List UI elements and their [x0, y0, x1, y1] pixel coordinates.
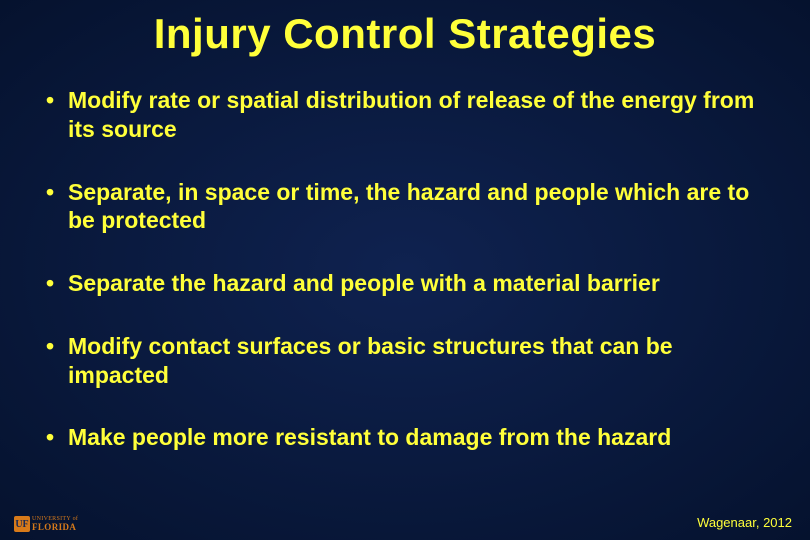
bullet-list: Modify rate or spatial distribution of r…: [40, 86, 770, 452]
logo-text: UNIVERSITY of FLORIDA: [32, 517, 78, 530]
logo-badge: UF: [14, 516, 30, 532]
slide-content: Modify rate or spatial distribution of r…: [0, 58, 810, 452]
list-item: Separate the hazard and people with a ma…: [40, 269, 770, 298]
list-item: Modify contact surfaces or basic structu…: [40, 332, 770, 390]
slide-footer: UF UNIVERSITY of FLORIDA Wagenaar, 2012: [0, 508, 810, 532]
citation: Wagenaar, 2012: [697, 515, 792, 530]
university-logo: UF UNIVERSITY of FLORIDA: [14, 516, 78, 532]
slide-title: Injury Control Strategies: [0, 0, 810, 58]
slide: Injury Control Strategies Modify rate or…: [0, 0, 810, 540]
list-item: Separate, in space or time, the hazard a…: [40, 178, 770, 236]
logo-line2: FLORIDA: [32, 523, 78, 531]
list-item: Make people more resistant to damage fro…: [40, 423, 770, 452]
list-item: Modify rate or spatial distribution of r…: [40, 86, 770, 144]
